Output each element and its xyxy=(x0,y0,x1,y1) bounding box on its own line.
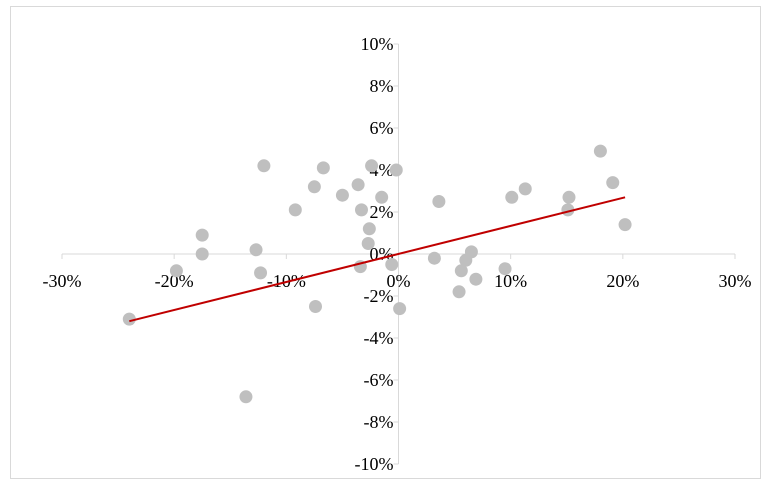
data-point xyxy=(308,300,322,313)
y-tick-label: -10% xyxy=(355,454,394,474)
x-tick-label: 0% xyxy=(387,271,411,291)
data-point xyxy=(464,245,478,259)
data-point xyxy=(195,228,209,242)
data-point xyxy=(249,243,263,257)
x-tick-label: 30% xyxy=(719,271,752,291)
y-tick-label: -4% xyxy=(364,328,394,348)
data-point xyxy=(432,195,446,208)
y-tick-label: 10% xyxy=(361,34,394,54)
data-point xyxy=(361,237,375,250)
y-tick-label: 2% xyxy=(370,202,394,222)
trendline-group xyxy=(129,196,626,323)
data-point xyxy=(351,178,365,192)
data-point xyxy=(254,266,268,280)
data-point xyxy=(195,247,209,261)
data-point xyxy=(365,159,379,173)
data-point xyxy=(393,302,407,316)
data-point xyxy=(362,222,376,236)
tick-labels: -30%-20%-10%0%10%20%30%-10%-8%-6%-4%-2%0… xyxy=(43,34,752,474)
data-point xyxy=(498,262,512,276)
data-point xyxy=(389,163,403,177)
data-point xyxy=(606,176,620,190)
x-tick-label: -30% xyxy=(43,271,82,291)
data-point xyxy=(239,390,253,404)
x-tick-label: -20% xyxy=(155,271,194,291)
data-point xyxy=(288,203,302,217)
data-point xyxy=(385,258,399,271)
data-point xyxy=(316,161,330,175)
data-point xyxy=(427,251,441,265)
y-tick-label: 8% xyxy=(370,76,394,96)
y-tick-label: 6% xyxy=(370,118,394,138)
data-point xyxy=(307,180,321,194)
data-point xyxy=(257,159,271,173)
y-tick-label: -6% xyxy=(364,370,394,390)
chart-frame xyxy=(10,6,761,479)
data-point xyxy=(122,312,136,326)
data-point xyxy=(169,264,183,278)
data-point xyxy=(354,203,368,217)
y-tick-label: -8% xyxy=(364,412,394,432)
data-point xyxy=(335,188,349,202)
x-tick-label: 10% xyxy=(494,271,527,291)
data-point xyxy=(454,264,468,278)
data-point xyxy=(452,285,466,299)
data-point xyxy=(562,190,576,204)
trendline xyxy=(129,196,626,323)
data-point xyxy=(593,144,607,158)
data-point xyxy=(618,218,632,232)
data-point xyxy=(469,272,483,286)
data-point xyxy=(518,182,532,196)
data-points xyxy=(122,144,632,404)
data-point xyxy=(375,190,389,204)
x-tick-label: 20% xyxy=(606,271,639,291)
y-tick-label: -2% xyxy=(364,286,394,306)
data-point xyxy=(505,190,519,204)
